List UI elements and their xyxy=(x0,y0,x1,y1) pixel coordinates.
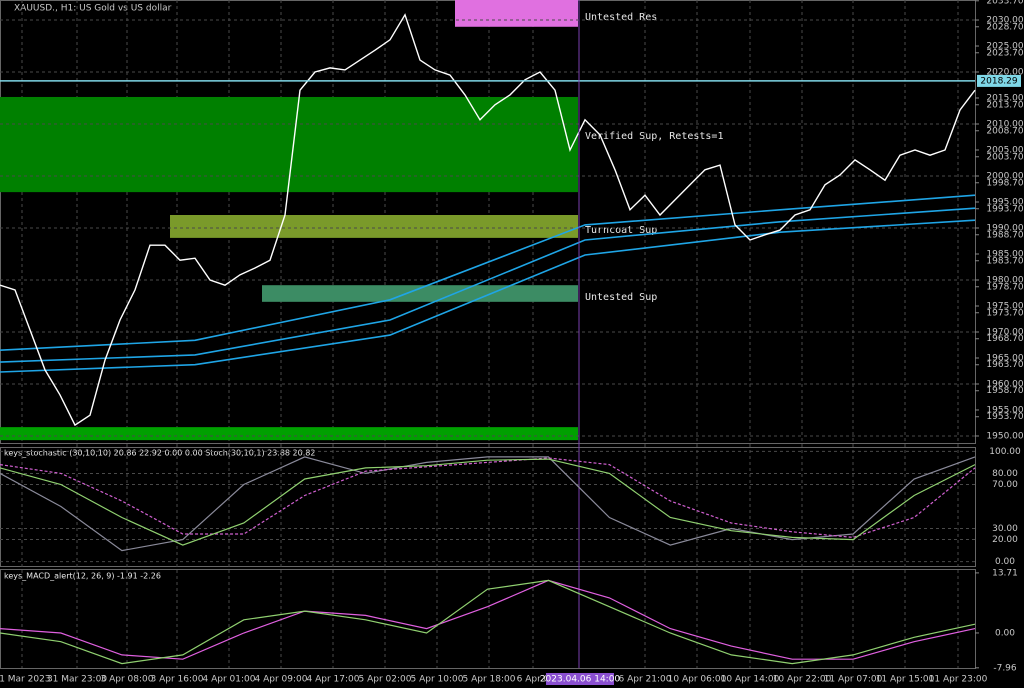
cursor-tag xyxy=(546,673,614,685)
y-tick-label: 1978.70 xyxy=(986,282,1023,292)
y-tick-label: 1965.00 xyxy=(986,353,1023,363)
line-series xyxy=(0,458,976,546)
y-tick-label: 2028.70 xyxy=(986,22,1023,32)
y-tick-label: -7.96 xyxy=(993,663,1017,673)
time-label: 4 Apr 17:00 xyxy=(307,675,360,685)
macd-label: keys_MACD_alert(12, 26, 9) -1.91 -2.26 xyxy=(4,572,161,581)
zone-label: Verified Sup, Retests=1 xyxy=(585,131,723,142)
zone xyxy=(262,285,578,302)
y-tick-label: 1973.70 xyxy=(986,308,1023,318)
time-label: 4 Apr 01:00 xyxy=(203,675,256,685)
y-tick-label: 1975.00 xyxy=(986,301,1023,311)
y-tick-label: 80.00 xyxy=(992,469,1018,479)
y-tick-label: 2010.00 xyxy=(986,120,1023,130)
time-label: 3 Apr 08:00 xyxy=(101,675,154,685)
zone xyxy=(455,0,578,27)
current-price-label: 2018.29 xyxy=(980,76,1017,86)
zone xyxy=(170,215,578,238)
panel-frame xyxy=(0,569,976,669)
y-tick-label: 20.00 xyxy=(992,535,1018,545)
y-tick-label: 1988.70 xyxy=(986,230,1023,240)
zone-label: Turncoat Sup xyxy=(585,225,657,236)
panel-frame xyxy=(0,447,976,567)
time-label: 10 Apr 14:00 xyxy=(721,675,780,685)
y-tick-label: 1950.00 xyxy=(986,431,1023,441)
y-tick-label: 2008.70 xyxy=(986,126,1023,136)
y-tick-label: 1998.70 xyxy=(986,178,1023,188)
zone-label: Untested Sup xyxy=(585,292,657,303)
zone-label: Untested Res xyxy=(585,12,657,23)
time-label: 31 Mar 23:00 xyxy=(47,675,107,685)
time-label: 10 Apr 06:00 xyxy=(668,675,727,685)
y-tick-label: 2000.00 xyxy=(986,172,1023,182)
cursor-time: 2023.04.06 14:00 xyxy=(540,675,621,685)
time-label: 3 Apr 16:00 xyxy=(151,675,204,685)
y-tick-label: 0.00 xyxy=(995,628,1015,638)
y-tick-label: 1993.70 xyxy=(986,204,1023,214)
line-series xyxy=(0,13,976,427)
y-tick-label: 30.00 xyxy=(992,524,1018,534)
y-tick-label: 2023.70 xyxy=(986,48,1023,58)
y-tick-label: 1970.00 xyxy=(986,327,1023,337)
window-title: XAUUSD., H1: US Gold vs US dollar xyxy=(14,4,172,14)
y-tick-label: 1968.70 xyxy=(986,334,1023,344)
time-label: 11 Apr 07:00 xyxy=(824,675,883,685)
y-tick-label: 2003.70 xyxy=(986,152,1023,162)
y-tick-label: 1983.70 xyxy=(986,256,1023,266)
y-tick-label: 2025.00 xyxy=(986,42,1023,52)
y-tick-label: 1958.70 xyxy=(986,386,1023,396)
y-tick-label: 70.00 xyxy=(992,480,1018,490)
y-tick-label: 2013.70 xyxy=(986,100,1023,110)
time-label: 4 Apr 09:00 xyxy=(255,675,308,685)
y-tick-label: 0.00 xyxy=(995,557,1015,567)
y-tick-label: 1955.00 xyxy=(986,405,1023,415)
y-tick-label: 2033.70 xyxy=(986,0,1023,6)
y-tick-label: 2020.00 xyxy=(986,68,1023,78)
time-label: 5 Apr 10:00 xyxy=(411,675,464,685)
y-tick-label: 100.00 xyxy=(989,447,1021,457)
y-tick-label: 1980.00 xyxy=(986,275,1023,285)
time-label: 10 Apr 22:00 xyxy=(773,675,832,685)
y-tick-label: 13.71 xyxy=(992,568,1018,578)
line-series xyxy=(0,207,976,363)
time-label: 11 Apr 15:00 xyxy=(876,675,935,685)
zone xyxy=(0,427,578,441)
y-tick-label: 1990.00 xyxy=(986,223,1023,233)
y-tick-label: 2005.00 xyxy=(986,146,1023,156)
time-label: 31 Mar 2023 xyxy=(0,675,51,685)
line-series xyxy=(0,194,976,351)
time-label: 5 Apr 02:00 xyxy=(359,675,412,685)
y-tick-label: 2015.00 xyxy=(986,94,1023,104)
current-price-tag xyxy=(977,74,1021,87)
time-label: 5 Apr 18:00 xyxy=(463,675,516,685)
y-tick-label: 1960.00 xyxy=(986,379,1023,389)
time-label: 11 Apr 23:00 xyxy=(929,675,988,685)
y-tick-label: 1985.00 xyxy=(986,249,1023,259)
time-label: 6 Apr 21:00 xyxy=(619,675,672,685)
line-series xyxy=(0,219,976,373)
y-tick-label: 1963.70 xyxy=(986,360,1023,370)
stoch-label: keys_stochastic (30,10,10) 20.86 22.92 0… xyxy=(4,449,315,458)
time-label: 6 Apr 0 xyxy=(517,675,550,685)
y-tick-label: 1995.00 xyxy=(986,198,1023,208)
y-tick-label: 2030.00 xyxy=(986,16,1023,26)
line-series xyxy=(0,579,976,665)
y-tick-label: 1953.70 xyxy=(986,412,1023,422)
